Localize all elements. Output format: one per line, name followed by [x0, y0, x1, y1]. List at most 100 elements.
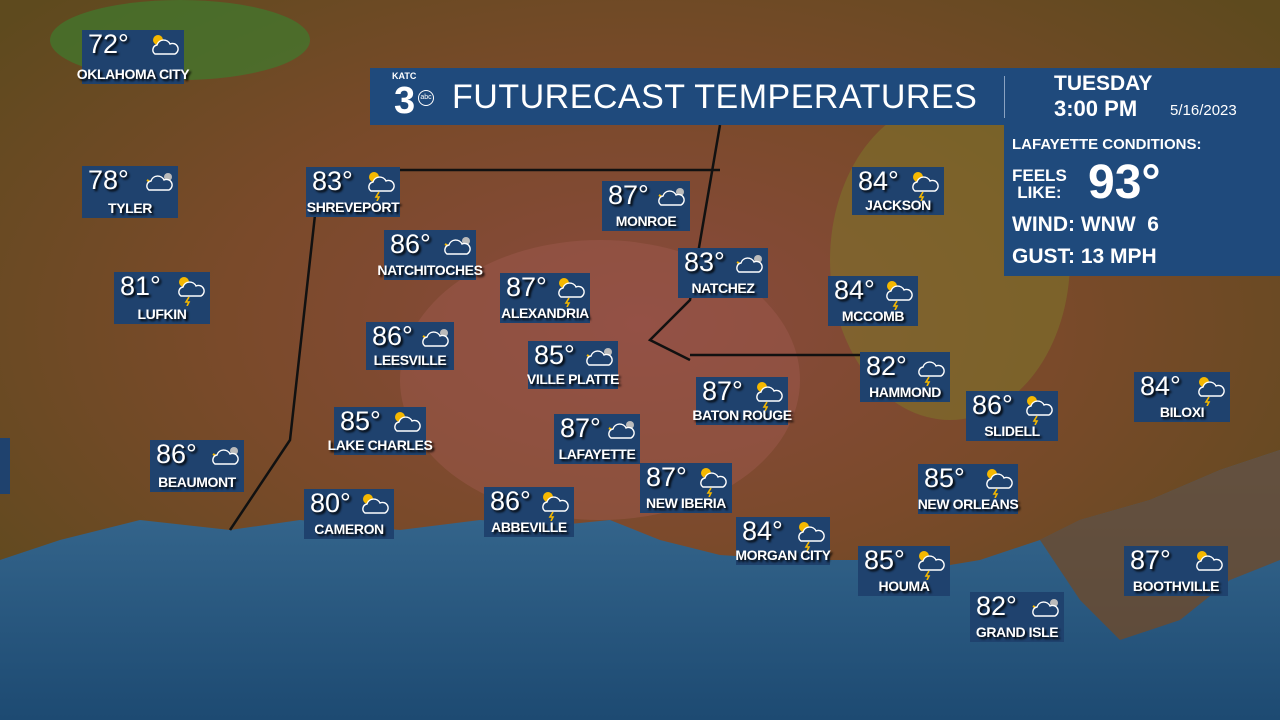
- sun-thunderstorm-icon: [918, 551, 945, 580]
- city-box: 78° TYLER: [82, 166, 178, 218]
- city-name: LAKE CHARLES: [327, 437, 433, 453]
- city-temperature: 85°: [340, 406, 381, 436]
- city-name: LUFKIN: [137, 306, 187, 322]
- partly-sunny-icon: [152, 35, 179, 55]
- city-box: 83° NATCHEZ: [678, 248, 768, 298]
- city-temperature: 85°: [534, 340, 575, 370]
- logo-network: abc: [418, 90, 434, 106]
- gust-label: GUST:: [1012, 245, 1075, 268]
- mostly-cloudy-icon: [146, 173, 173, 191]
- katc-logo: KATC 3 abc: [392, 72, 438, 122]
- city-temperature: 80°: [310, 488, 351, 518]
- mostly-cloudy-icon: [422, 329, 449, 347]
- gust-row: GUST: 13 MPH: [1012, 245, 1157, 268]
- like-label: LIKE:: [1017, 183, 1062, 202]
- city-box-offscreen: [0, 438, 10, 494]
- city-box: 85° VILLE PLATTE: [527, 340, 619, 389]
- wind-label: WIND:: [1012, 213, 1075, 236]
- city-box: 86° BEAUMONT: [150, 440, 244, 492]
- partly-sunny-icon: [394, 412, 421, 432]
- city-box: 83° SHREVEPORT: [306, 167, 400, 217]
- sun-thunderstorm-icon: [756, 382, 783, 411]
- city-box: 80° CAMERON: [304, 489, 394, 539]
- city-temperature: 85°: [924, 463, 965, 493]
- city-box: 86° LEESVILLE: [366, 322, 454, 370]
- mostly-cloudy-icon: [608, 421, 635, 439]
- city-name: ALEXANDRIA: [501, 305, 589, 321]
- city-temperature: 87°: [608, 180, 649, 210]
- city-name: MORGAN CITY: [735, 547, 831, 563]
- city-temperature: 87°: [646, 462, 687, 492]
- city-box: 87° NEW IBERIA: [640, 463, 732, 513]
- city-temperature: 86°: [390, 229, 431, 259]
- city-box: 87° BOOTHVILLE: [1124, 546, 1228, 596]
- city-box: 87° MONROE: [602, 181, 690, 231]
- city-box: 84° BILOXI: [1134, 372, 1230, 422]
- sun-thunderstorm-icon: [886, 281, 913, 310]
- gust-value: 13 MPH: [1080, 245, 1157, 268]
- mostly-cloudy-icon: [212, 447, 239, 465]
- city-box: 84° MORGAN CITY: [735, 516, 831, 565]
- city-name: LEESVILLE: [373, 352, 447, 368]
- city-box: 87° LAFAYETTE: [554, 414, 640, 464]
- city-name: BATON ROUGE: [692, 407, 792, 423]
- city-temperature: 87°: [560, 413, 601, 443]
- city-temperature: 72°: [88, 29, 129, 59]
- city-name: GRAND ISLE: [975, 624, 1059, 640]
- city-temperature: 84°: [858, 166, 899, 196]
- sun-thunderstorm-icon: [558, 278, 585, 307]
- city-temperature: 84°: [742, 516, 783, 546]
- city-name: BILOXI: [1159, 404, 1205, 420]
- city-temperature: 78°: [88, 165, 129, 195]
- city-box: 84° MCCOMB: [828, 276, 918, 326]
- city-name: JACKSON: [865, 197, 931, 213]
- lafayette-conditions-panel: LAFAYETTE CONDITIONS: FEELS LIKE: 93° WIN…: [1004, 125, 1280, 276]
- conditions-title: LAFAYETTE CONDITIONS:: [1012, 136, 1202, 153]
- city-temperature: 83°: [684, 247, 725, 277]
- mostly-cloudy-icon: [658, 188, 685, 206]
- sun-thunderstorm-icon: [1198, 377, 1225, 406]
- mostly-cloudy-icon: [736, 255, 763, 273]
- wind-row: WIND: WNW 6: [1012, 213, 1159, 236]
- city-name: OKLAHOMA CITY: [76, 66, 190, 82]
- city-temperature: 83°: [312, 166, 353, 196]
- city-name: NATCHEZ: [691, 280, 755, 296]
- city-box: 85° LAKE CHARLES: [328, 406, 433, 455]
- sun-thunderstorm-icon: [1026, 396, 1053, 425]
- city-name: BEAUMONT: [158, 474, 236, 490]
- city-box: 86° NATCHITOCHES: [377, 229, 483, 280]
- forecast-time: 3:00 PM: [1054, 96, 1138, 121]
- city-temperature: 86°: [972, 390, 1013, 420]
- forecast-date: 5/16/2023: [1170, 102, 1237, 119]
- city-box: 87° ALEXANDRIA: [500, 273, 590, 323]
- city-box: 84° JACKSON: [852, 167, 944, 215]
- city-name: VILLE PLATTE: [526, 371, 620, 387]
- partly-sunny-icon: [362, 494, 389, 514]
- city-box: 85° NEW ORLEANS: [918, 463, 1019, 514]
- city-name: NEW IBERIA: [645, 495, 726, 511]
- city-name: BOOTHVILLE: [1132, 578, 1220, 594]
- city-box: 86° ABBEVILLE: [484, 487, 574, 537]
- sun-thunderstorm-icon: [912, 172, 939, 201]
- city-temperature: 87°: [702, 376, 743, 406]
- city-name: LAFAYETTE: [558, 446, 636, 462]
- city-box: 82° HAMMOND: [860, 352, 950, 402]
- feels-like-value: 93°: [1088, 156, 1161, 209]
- city-temperature: 86°: [490, 486, 531, 516]
- city-name: SLIDELL: [984, 423, 1040, 439]
- city-name: SHREVEPORT: [306, 199, 400, 215]
- city-name: CAMERON: [314, 521, 384, 537]
- city-temperature: 86°: [156, 439, 197, 469]
- sun-thunderstorm-icon: [700, 468, 727, 497]
- thunderstorm-icon: [918, 361, 945, 386]
- city-name: ABBEVILLE: [491, 519, 567, 535]
- city-temperature: 84°: [1140, 371, 1181, 401]
- city-name: NEW ORLEANS: [917, 496, 1019, 512]
- mostly-cloudy-icon: [1032, 599, 1059, 617]
- city-name: MCCOMB: [841, 308, 905, 324]
- city-temperature: 87°: [506, 272, 547, 302]
- city-temperature: 82°: [866, 351, 907, 381]
- city-name: HAMMOND: [869, 384, 941, 400]
- sun-thunderstorm-icon: [368, 172, 395, 201]
- city-name: MONROE: [615, 213, 677, 229]
